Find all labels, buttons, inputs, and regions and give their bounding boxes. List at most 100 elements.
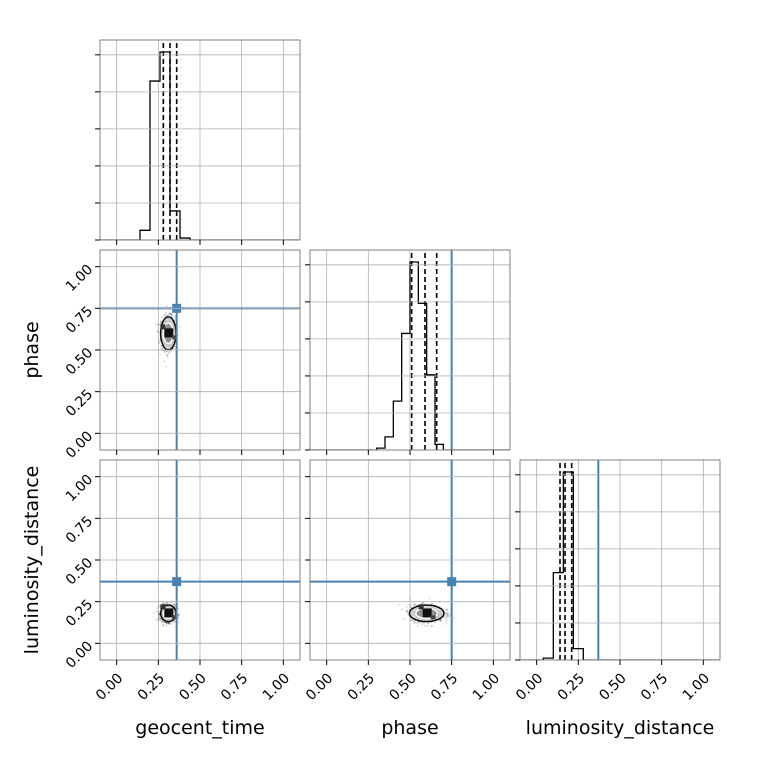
scatter-point	[443, 616, 445, 619]
scatter-point	[445, 613, 448, 615]
scatter-point	[162, 348, 164, 350]
panel-phase-luminosity_distance: 0.00 0.25 0.50 0.75 1.00 phase	[303, 459, 511, 739]
scatter-point	[171, 622, 174, 625]
scatter-point	[157, 323, 160, 326]
y-tick-label: 0.50	[63, 345, 96, 378]
scatter-point	[406, 609, 408, 612]
scatter-point	[158, 612, 161, 615]
scatter-point	[397, 603, 400, 606]
panel-geocent_time-phase: 0.00 0.25 0.50 0.75 1.00 phase	[21, 249, 301, 462]
scatter-point	[173, 621, 176, 624]
scatter-point	[163, 602, 165, 605]
scatter-point	[431, 624, 433, 627]
scatter-point	[169, 623, 172, 626]
scatter-point	[177, 334, 180, 337]
scatter-point	[162, 624, 165, 626]
scatter-point	[409, 606, 412, 609]
truth-marker	[172, 577, 182, 587]
scatter-point	[167, 622, 170, 624]
x-tick-label: 0.25	[555, 670, 588, 703]
y-tick-label: 0.75	[63, 513, 96, 546]
x-tick-label: 0.75	[638, 670, 671, 703]
panel-content	[100, 460, 300, 660]
scatter-point	[410, 619, 413, 622]
scatter-point	[159, 340, 162, 343]
x-tick-label: 0.00	[303, 670, 336, 703]
scatter-point	[168, 601, 171, 604]
scatter-point	[405, 611, 408, 613]
scatter-point	[445, 612, 448, 614]
scatter-point	[156, 330, 159, 333]
scatter-point	[448, 614, 451, 616]
scatter-point	[157, 614, 160, 617]
scatter-point	[156, 330, 159, 333]
density-peak	[164, 608, 174, 618]
scatter-point	[165, 365, 168, 368]
scatter-point	[445, 608, 448, 611]
x-tick-label: 0.75	[428, 670, 461, 703]
scatter-point	[166, 622, 168, 625]
y-tick-label: 0.00	[63, 428, 96, 461]
scatter-point	[409, 597, 412, 600]
scatter-point	[158, 616, 161, 619]
scatter-point	[406, 610, 409, 613]
scatter-point	[159, 619, 162, 622]
scatter-point	[168, 622, 171, 625]
scatter-point	[416, 622, 419, 624]
scatter-point	[167, 622, 169, 625]
scatter-point	[422, 602, 424, 605]
scatter-point	[444, 622, 447, 625]
scatter-point	[177, 615, 180, 618]
x-axis-label: phase	[381, 717, 438, 739]
scatter-point	[161, 602, 164, 604]
scatter-point	[427, 622, 429, 625]
scatter-point	[453, 616, 455, 619]
scatter-point	[173, 602, 176, 605]
scatter-point	[157, 605, 160, 608]
scatter-point	[157, 339, 160, 342]
scatter-point	[171, 601, 174, 604]
scatter-point	[163, 621, 166, 624]
scatter-point	[177, 616, 180, 619]
scatter-point	[405, 610, 408, 612]
scatter-point	[161, 621, 164, 623]
density-peak	[164, 328, 174, 338]
histogram-phase	[310, 261, 510, 450]
scatter-point	[421, 602, 424, 604]
scatter-point	[173, 603, 176, 606]
scatter-point	[446, 609, 449, 612]
y-tick-label: 0.25	[63, 387, 96, 420]
scatter-point	[165, 311, 167, 314]
scatter-point	[179, 325, 181, 328]
scatter-point	[163, 360, 166, 363]
scatter-point	[426, 625, 429, 627]
scatter-point	[158, 618, 160, 621]
scatter-point	[160, 344, 163, 347]
density-cell	[172, 615, 178, 620]
scatter-point	[401, 608, 404, 611]
scatter-point	[178, 614, 181, 616]
y-tick-label: 0.50	[63, 555, 96, 588]
scatter-point	[447, 614, 449, 617]
scatter-point	[154, 322, 157, 325]
scatter-point	[409, 604, 412, 607]
scatter-point	[168, 622, 171, 625]
y-tick-label: 1.00	[63, 472, 96, 505]
y-axis-label: phase	[21, 321, 43, 378]
x-axis-label: geocent_time	[135, 717, 264, 739]
scatter-point	[446, 614, 449, 617]
scatter-point	[160, 618, 163, 621]
scatter-point	[448, 615, 451, 618]
scatter-point	[158, 342, 161, 345]
scatter-point	[165, 625, 168, 628]
x-tick-label: 0.00	[93, 670, 126, 703]
scatter-point	[439, 619, 442, 622]
histogram-luminosity_distance	[520, 471, 720, 660]
x-tick-label: 0.25	[135, 670, 168, 703]
y-tick-label: 0.75	[63, 303, 96, 336]
scatter-point	[160, 344, 163, 347]
x-tick-label: 0.00	[513, 670, 546, 703]
scatter-point	[445, 615, 448, 618]
scatter-point	[166, 355, 169, 358]
scatter-point	[161, 316, 164, 319]
